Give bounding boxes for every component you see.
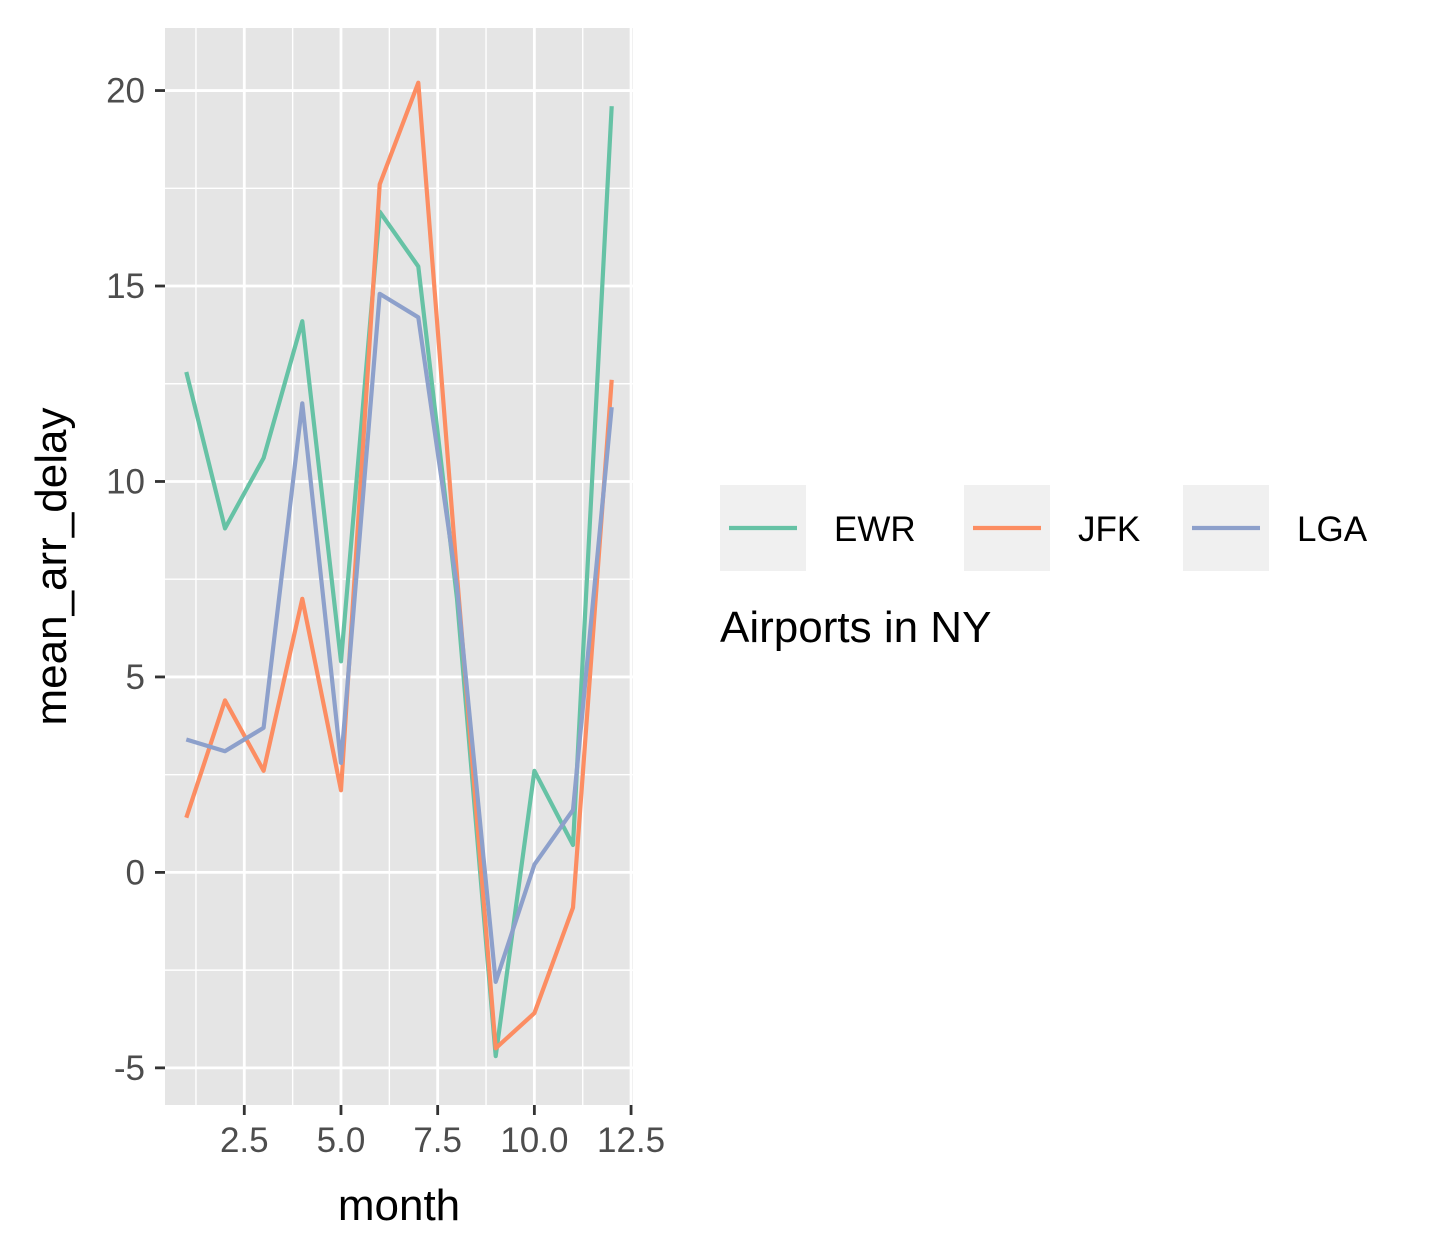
series-line-ewr — [184, 106, 614, 1059]
grid-major — [165, 28, 633, 1105]
legend-label-jfk: JFK — [1078, 510, 1140, 549]
x-tick-label: 2.5 — [220, 1121, 269, 1160]
y-tick-label: 5 — [126, 658, 145, 697]
plot-panel — [165, 28, 633, 1105]
legend-label-ewr: EWR — [834, 510, 916, 549]
legend: EWR JFK LGA — [720, 485, 1368, 571]
series-lines — [184, 80, 614, 1059]
y-tick-label: 0 — [126, 853, 145, 892]
legend-label-lga: LGA — [1297, 510, 1368, 549]
y-axis: -5 0 5 10 15 20 — [106, 72, 165, 1088]
y-tick-label: 20 — [106, 72, 145, 111]
y-tick-label: -5 — [114, 1049, 145, 1088]
y-tick-label: 10 — [106, 462, 145, 501]
x-tick-label: 12.5 — [597, 1121, 665, 1160]
y-tick-label: 15 — [106, 267, 145, 306]
y-axis-title: mean_arr_delay — [27, 408, 76, 726]
x-tick-label: 7.5 — [413, 1121, 462, 1160]
legend-title: Airports in NY — [720, 603, 991, 652]
x-axis-title: month — [338, 1181, 460, 1230]
series-line-jfk — [184, 80, 614, 1051]
series-line-lga — [185, 291, 614, 985]
x-axis: 2.5 5.0 7.5 10.0 12.5 — [220, 1105, 665, 1160]
x-tick-label: 5.0 — [317, 1121, 366, 1160]
x-tick-label: 10.0 — [500, 1121, 568, 1160]
